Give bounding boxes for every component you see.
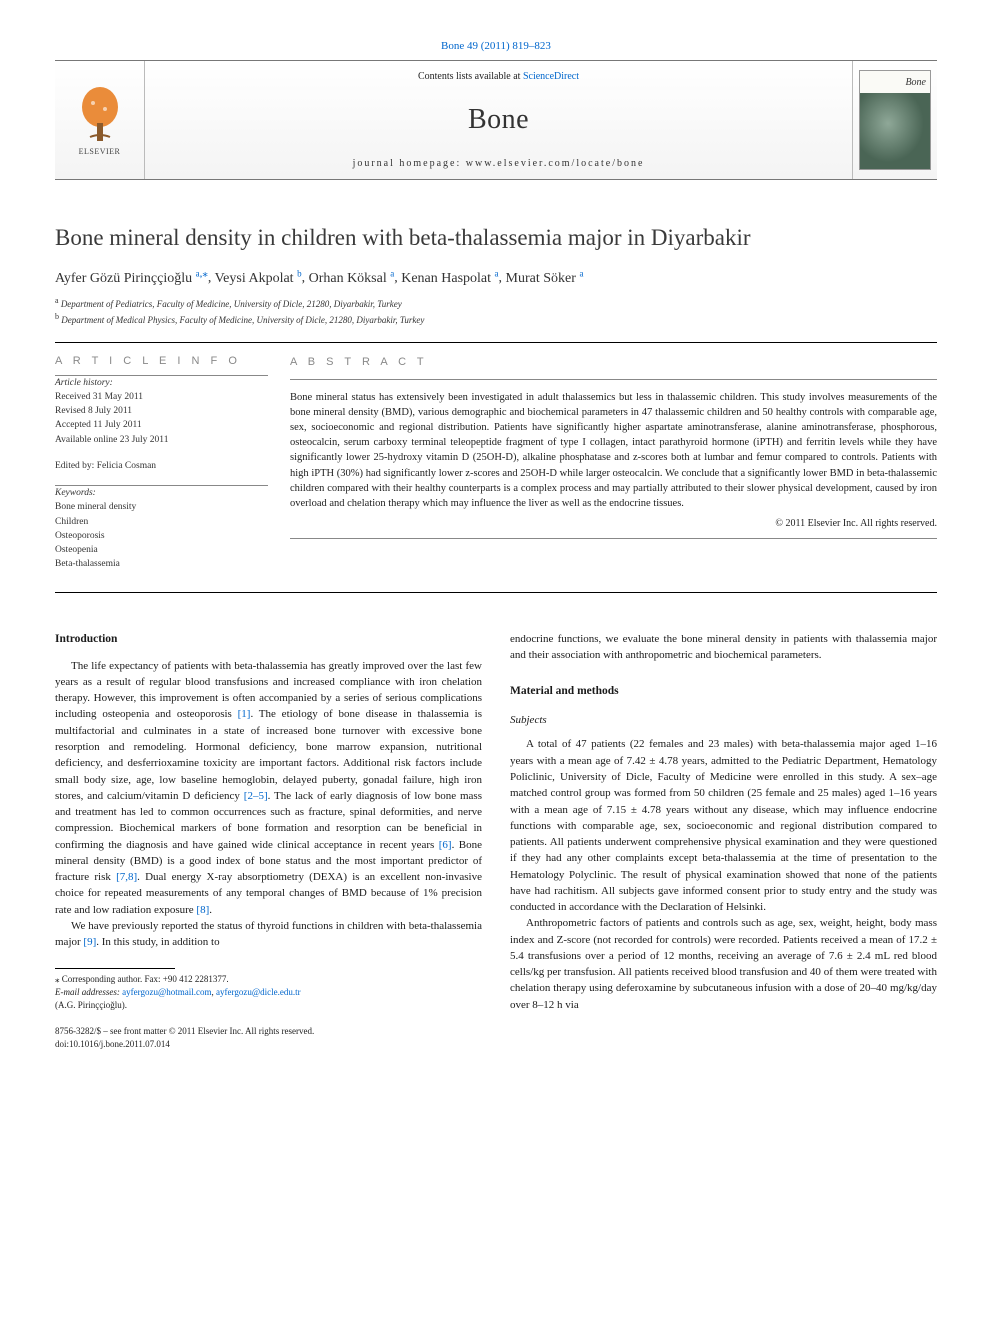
introduction-heading: Introduction: [55, 631, 482, 648]
cover-thumbnail: Bone: [859, 70, 931, 170]
citation-link[interactable]: [6]: [439, 839, 452, 851]
keyword: Osteoporosis: [55, 529, 268, 543]
top-citation: Bone 49 (2011) 819–823: [55, 40, 937, 52]
author: Ayfer Gözü Pirinççioğlu a,⁎: [55, 271, 208, 286]
keyword: Bone mineral density: [55, 500, 268, 514]
abstract-column: A B S T R A C T Bone mineral status has …: [290, 343, 937, 584]
corr-mark-icon[interactable]: ,⁎: [200, 267, 208, 279]
author: Kenan Haspolat a: [401, 271, 498, 286]
methods-heading: Material and methods: [510, 683, 937, 700]
abstract-heading: A B S T R A C T: [290, 355, 937, 371]
issn-line: 8756-3282/$ – see front matter © 2011 El…: [55, 1025, 482, 1038]
body-column-right: endocrine functions, we evaluate the bon…: [510, 631, 937, 1051]
body-two-column: Introduction The life expectancy of pati…: [55, 631, 937, 1051]
footnote-divider: [55, 968, 175, 969]
affiliation: b Department of Medical Physics, Faculty…: [55, 311, 937, 328]
keyword: Beta-thalassemia: [55, 557, 268, 571]
contents-list-line: Contents lists available at ScienceDirec…: [145, 71, 852, 82]
author: Veysi Akpolat b: [215, 271, 302, 286]
bottom-meta: 8756-3282/$ – see front matter © 2011 El…: [55, 1025, 482, 1050]
journal-homepage: journal homepage: www.elsevier.com/locat…: [145, 158, 852, 169]
header-center: Contents lists available at ScienceDirec…: [145, 61, 852, 179]
article-title: Bone mineral density in children with be…: [55, 225, 937, 251]
cover-image-placeholder: [860, 93, 930, 169]
history-item: Revised 8 July 2011: [55, 404, 268, 418]
history-item: Received 31 May 2011: [55, 390, 268, 404]
citation-link[interactable]: [7,8]: [116, 871, 137, 883]
citation-link[interactable]: [9]: [83, 936, 96, 948]
abstract-text: Bone mineral status has extensively been…: [290, 390, 937, 512]
journal-name: Bone: [145, 104, 852, 136]
article-info-sidebar: A R T I C L E I N F O Article history: R…: [55, 343, 290, 584]
citation-link[interactable]: [2–5]: [244, 790, 268, 802]
article-info-heading: A R T I C L E I N F O: [55, 355, 268, 367]
divider: [55, 592, 937, 593]
top-citation-link[interactable]: Bone 49 (2011) 819–823: [441, 40, 551, 52]
history-item: Accepted 11 July 2011: [55, 418, 268, 432]
keyword: Children: [55, 515, 268, 529]
divider-light: [290, 379, 937, 380]
email-link[interactable]: ayfergozu@dicle.edu.tr: [216, 987, 301, 997]
body-paragraph: Anthropometric factors of patients and c…: [510, 915, 937, 1013]
corresponding-author-note: ⁎ Corresponding author. Fax: +90 412 228…: [55, 973, 482, 986]
journal-header-band: ELSEVIER Contents lists available at Sci…: [55, 60, 937, 180]
affil-mark: a: [390, 268, 394, 278]
cover-title: Bone: [905, 77, 926, 88]
info-abstract-row: A R T I C L E I N F O Article history: R…: [55, 343, 937, 584]
publisher-name: ELSEVIER: [79, 147, 121, 156]
email-owner: (A.G. Pirinççioğlu).: [55, 999, 482, 1012]
affiliation-list: a Department of Pediatrics, Faculty of M…: [55, 295, 937, 328]
history-item: Available online 23 July 2011: [55, 433, 268, 447]
subjects-subheading: Subjects: [510, 712, 937, 728]
body-column-left: Introduction The life expectancy of pati…: [55, 631, 482, 1051]
email-link[interactable]: ayfergozu@hotmail.com: [122, 987, 211, 997]
elsevier-tree-icon: [75, 85, 125, 145]
sciencedirect-link[interactable]: ScienceDirect: [523, 71, 579, 82]
citation-link[interactable]: [8]: [196, 904, 209, 916]
publisher-logo: ELSEVIER: [55, 61, 145, 179]
author-list: Ayfer Gözü Pirinççioğlu a,⁎, Veysi Akpol…: [55, 266, 937, 287]
doi-line: doi:10.1016/j.bone.2011.07.014: [55, 1038, 482, 1051]
author: Orhan Köksal a: [309, 271, 395, 286]
body-paragraph: endocrine functions, we evaluate the bon…: [510, 631, 937, 664]
affiliation: a Department of Pediatrics, Faculty of M…: [55, 295, 937, 312]
article-history-header: Article history:: [55, 376, 268, 390]
divider-light: [290, 538, 937, 539]
keyword: Osteopenia: [55, 543, 268, 557]
affil-mark: b: [297, 268, 302, 278]
affil-mark: a: [495, 268, 499, 278]
journal-cover: Bone: [852, 61, 937, 179]
footnotes: ⁎ Corresponding author. Fax: +90 412 228…: [55, 973, 482, 1011]
body-paragraph: A total of 47 patients (22 females and 2…: [510, 736, 937, 915]
affil-mark: a: [579, 268, 583, 278]
abstract-copyright: © 2011 Elsevier Inc. All rights reserved…: [290, 517, 937, 532]
author: Murat Söker a: [506, 271, 584, 286]
keywords-header: Keywords:: [55, 486, 268, 500]
citation-link[interactable]: [1]: [238, 708, 251, 720]
email-line: E-mail addresses: ayfergozu@hotmail.com,…: [55, 986, 482, 999]
body-paragraph: The life expectancy of patients with bet…: [55, 658, 482, 918]
contents-prefix: Contents lists available at: [418, 71, 523, 82]
edited-by: Edited by: Felicia Cosman: [55, 459, 268, 473]
body-paragraph: We have previously reported the status o…: [55, 918, 482, 951]
